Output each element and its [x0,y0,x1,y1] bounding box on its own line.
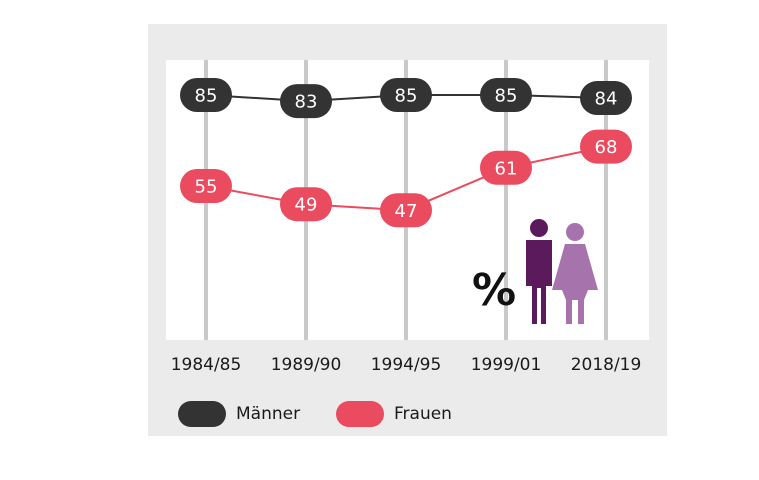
data-marker [280,84,332,119]
legend-label: Männer [236,404,300,424]
data-point: 83 [280,84,332,119]
x-tick-label: 1984/85 [171,355,242,375]
woman-icon [552,223,598,324]
data-label: 83 [295,92,318,113]
legend-item: Frauen [336,401,452,427]
legend-swatch [178,401,226,427]
data-label: 68 [595,137,618,158]
x-tick-label: 1994/95 [371,355,442,375]
data-label: 47 [395,201,418,222]
data-point: 49 [280,187,332,222]
data-label: 85 [195,86,218,107]
data-point: 68 [580,129,632,164]
data-marker [480,78,532,112]
data-marker [580,129,632,164]
legend-swatch [336,401,384,427]
data-point: 61 [480,150,532,185]
data-point: 85 [380,78,432,112]
data-label: 85 [395,86,418,107]
data-label: 61 [495,158,518,179]
percent-icon: % [472,265,516,316]
line-chart: 85 83 85 85 84 55 49 47 61 68 1984/85 1989/90 1994/… [166,60,649,427]
x-tick-label: 1989/90 [271,355,342,375]
data-label: 49 [295,195,318,216]
data-marker [180,169,232,203]
data-marker [480,150,532,185]
gender-percent-icon: % [472,219,598,324]
legend-item: Männer [178,401,300,427]
data-point: 84 [580,81,632,116]
data-marker [580,81,632,116]
data-label: 85 [495,86,518,107]
man-icon [526,219,552,324]
data-point: 47 [380,193,432,228]
x-tick-label: 2018/19 [571,355,642,375]
data-marker [280,187,332,222]
x-tick-label: 1999/01 [471,355,542,375]
data-marker [180,78,232,112]
data-point: 55 [180,169,232,203]
data-label: 55 [195,177,218,198]
data-point: 85 [480,78,532,112]
legend-label: Frauen [394,404,452,424]
data-point: 85 [180,78,232,112]
data-marker [380,78,432,112]
data-marker [380,193,432,228]
data-label: 84 [595,89,618,110]
chart-panel: 85 83 85 85 84 55 49 47 61 68 1984/85 1989/90 1994/… [148,24,667,436]
